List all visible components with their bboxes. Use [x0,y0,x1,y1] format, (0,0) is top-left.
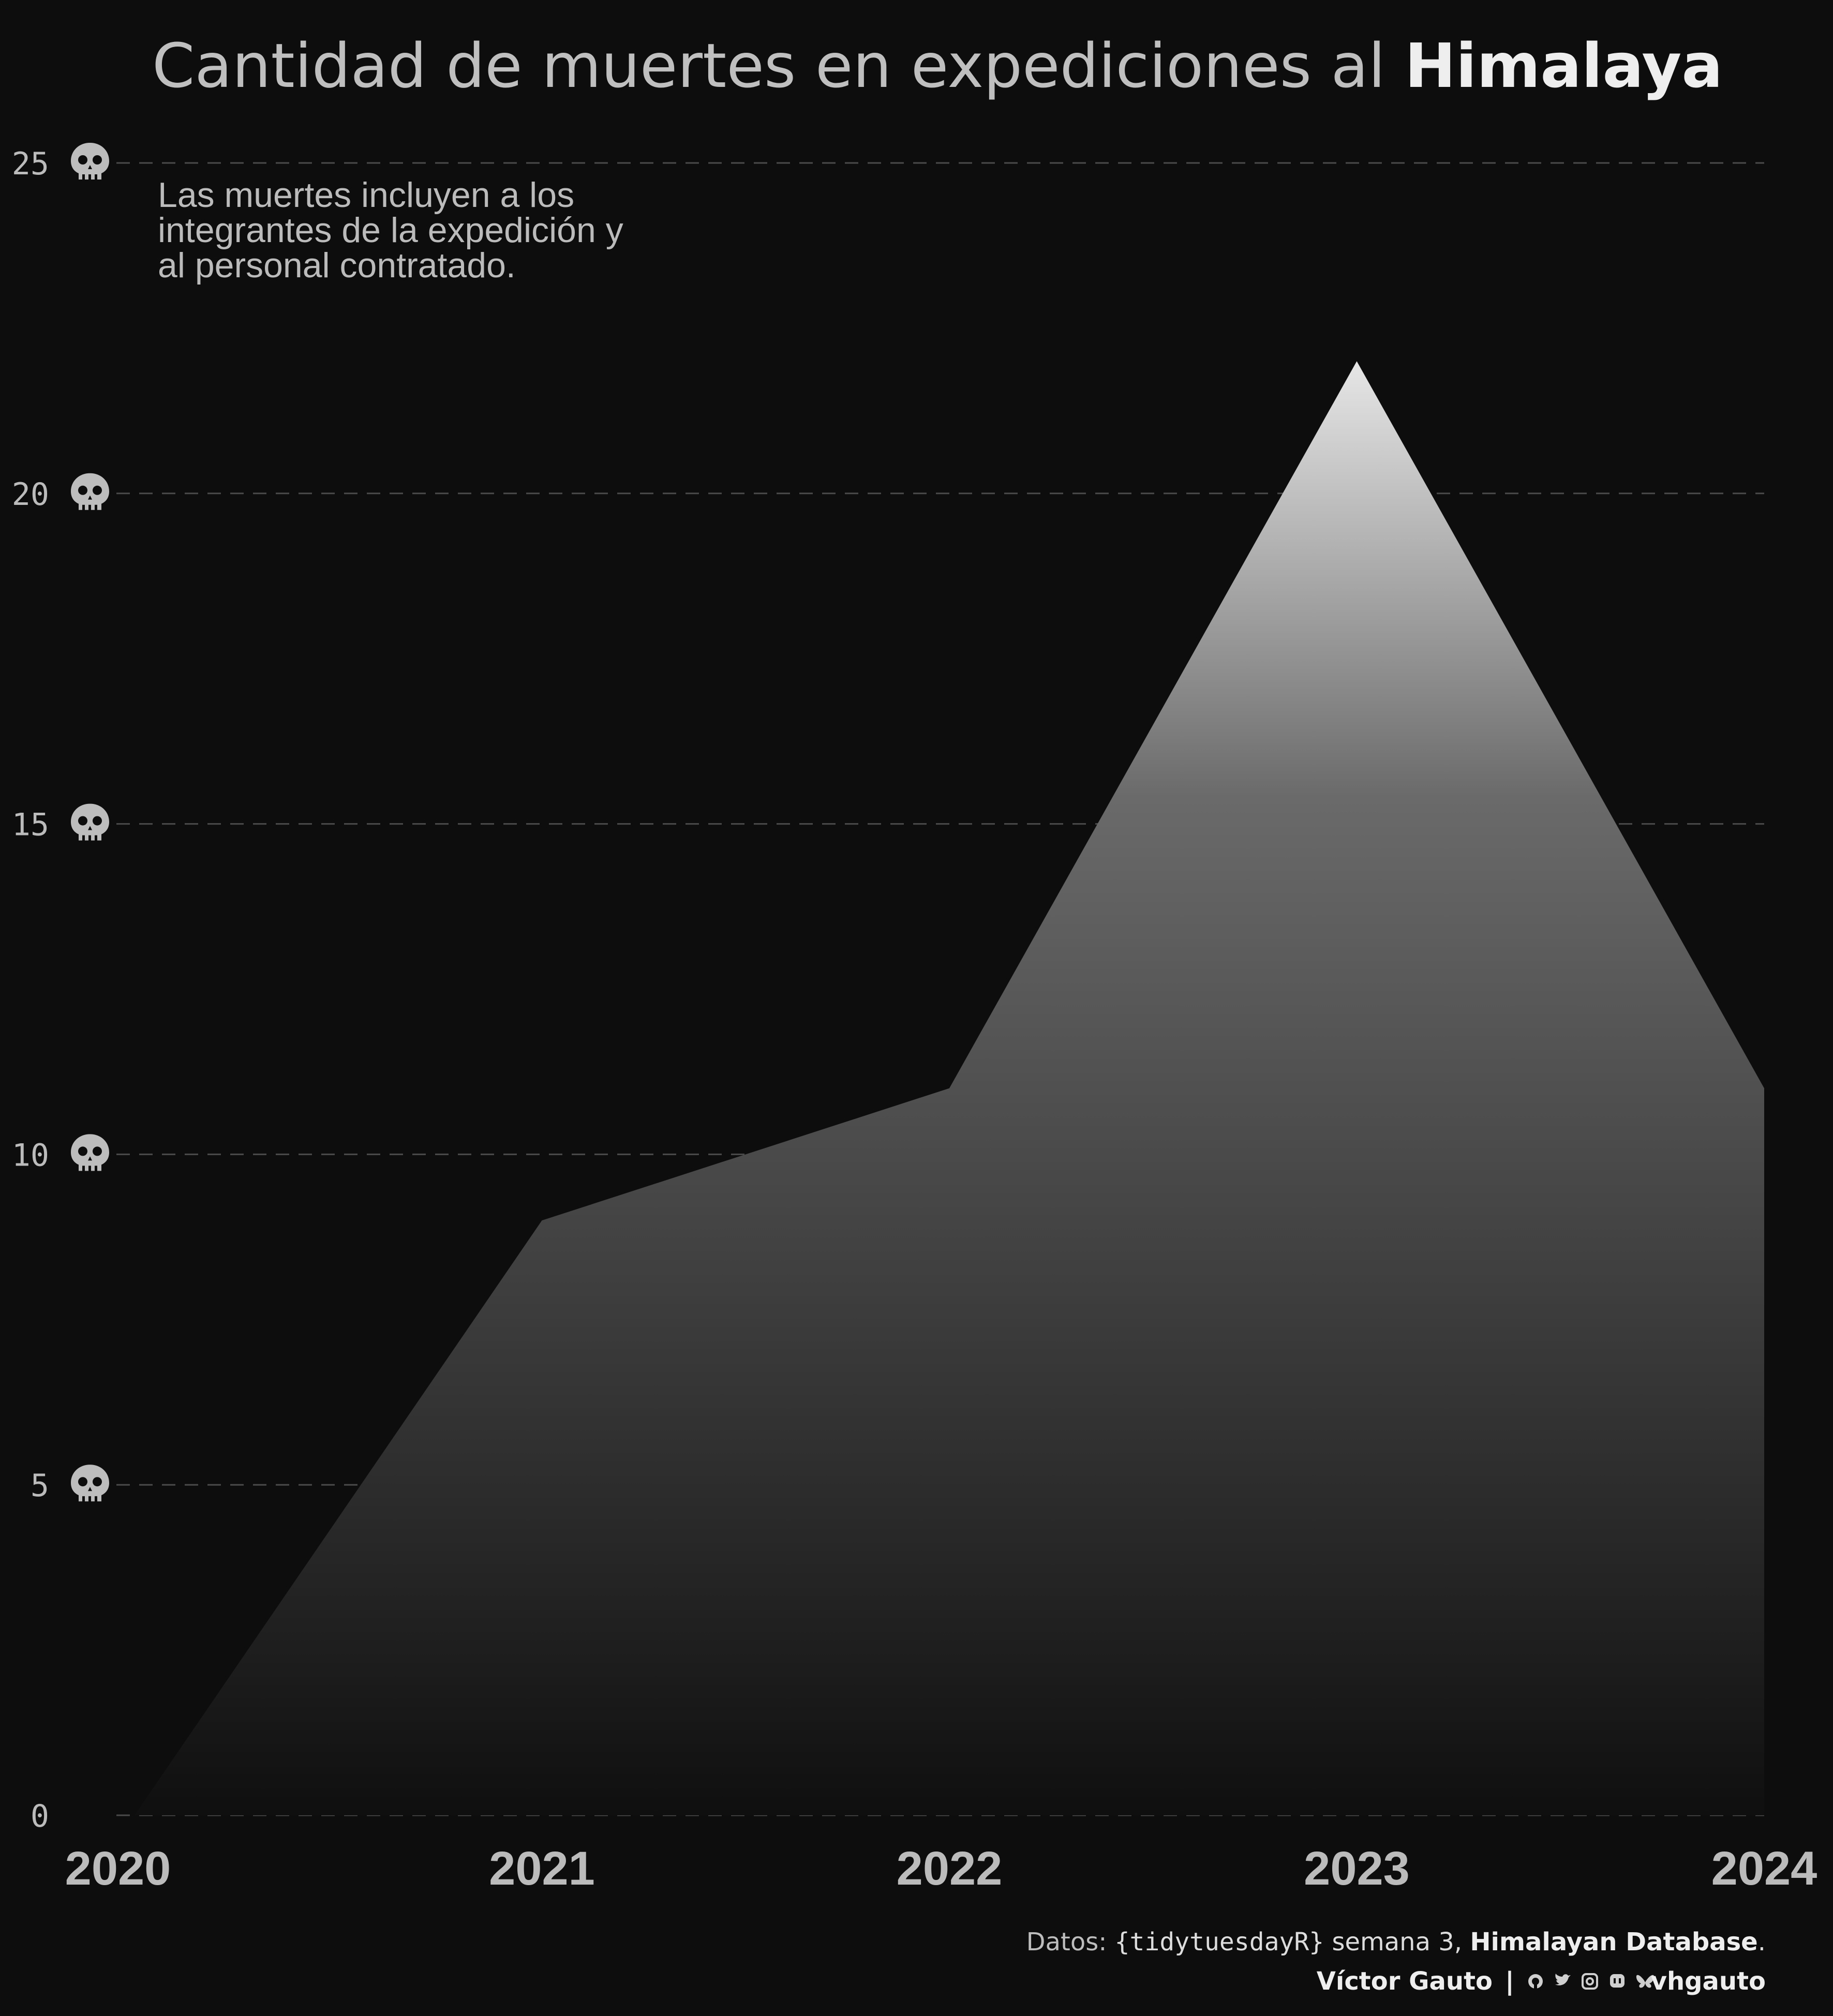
title-prefix: Cantidad de muertes en expediciones al [152,30,1405,101]
instagram-icon[interactable] [1582,1973,1598,1990]
caption-separator: | [1505,1967,1514,1996]
x-tick-label-2021: 2021 [489,1842,595,1895]
y-tick-label-0: 0 [31,1798,49,1834]
x-tick-label-2023: 2023 [1304,1842,1410,1895]
skull-icon [71,1134,109,1172]
x-tick-label-2020: 2020 [65,1842,171,1895]
y-axis: 0 5 10 15 20 25 [12,143,109,1834]
caption-middle: semana 3, [1324,1928,1470,1957]
deaths-area [135,361,1764,1815]
x-tick-label-2024: 2024 [1711,1842,1817,1895]
annotation-line-1: Las muertes incluyen a los [158,175,574,215]
y-tick-label-5: 5 [31,1468,49,1504]
y-tick-label-25: 25 [12,146,49,182]
twitter-icon[interactable] [1555,1974,1571,1985]
y-tick-label-10: 10 [12,1137,49,1173]
caption-source: Datos: {tidytuesdayR} semana 3, Himalaya… [1026,1928,1766,1957]
github-icon[interactable] [1528,1974,1543,1989]
skull-icon [71,803,109,842]
bluesky-icon[interactable] [1636,1975,1655,1988]
annotation-line-2: integrantes de la expedición y [158,211,623,250]
chart-title: Cantidad de muertes en expediciones al H… [152,30,1723,101]
x-axis: 2020 2021 2022 2023 2024 [65,1842,1817,1895]
y-tick-label-20: 20 [12,476,49,513]
mastodon-icon[interactable] [1610,1974,1625,1988]
caption-handle: vhgauto [1651,1967,1766,1996]
caption-package: {tidytuesdayR} [1115,1928,1324,1957]
skull-icon [71,473,109,511]
annotation-note: Las muertes incluyen a los integrantes d… [158,175,633,285]
y-tick-label-15: 15 [12,807,49,843]
annotation-line-3: al personal contratado. [158,246,516,285]
caption-suffix: . [1758,1928,1766,1957]
skull-icon [71,143,109,181]
title-emphasis: Himalaya [1405,30,1723,101]
x-tick-label-2022: 2022 [897,1842,1003,1895]
caption-author: Víctor Gauto [1317,1967,1493,1996]
caption-prefix: Datos: [1026,1928,1115,1957]
skull-icon [71,1465,109,1503]
caption-source-name: Himalayan Database [1470,1928,1757,1957]
caption-author-line: Víctor Gauto | vhgauto [1317,1967,1766,1996]
